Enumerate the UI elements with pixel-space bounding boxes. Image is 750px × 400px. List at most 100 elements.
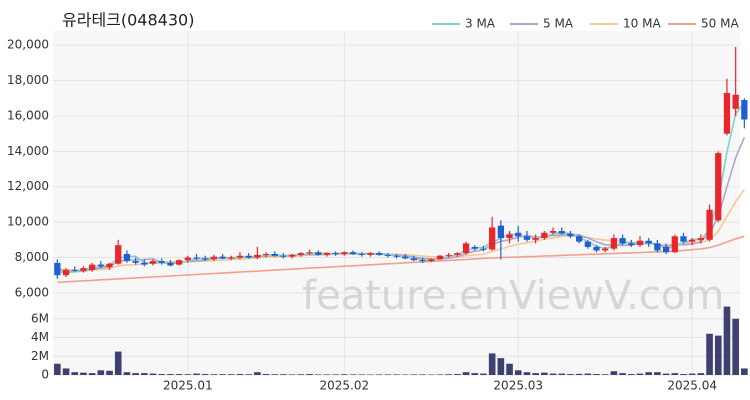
volume-bar (219, 374, 226, 375)
candle-body (341, 252, 348, 254)
volume-bar (471, 373, 479, 375)
candle-body (89, 264, 96, 270)
y-tick-label: 12,000 (7, 179, 49, 193)
legend-label: 10 MA (623, 17, 661, 31)
candle-body (654, 243, 661, 251)
candle-body (506, 234, 513, 239)
candle-body (462, 243, 470, 254)
candle-body (167, 262, 174, 266)
candle-body (532, 238, 539, 240)
volume-bar (619, 373, 626, 375)
candle-body (723, 92, 731, 134)
candle-body (80, 268, 87, 271)
candle-body (671, 236, 678, 253)
candle-body (497, 225, 504, 239)
candle-body (419, 260, 426, 262)
volume-bar (210, 374, 218, 375)
candle-body (245, 255, 252, 258)
ma-line (57, 235, 745, 284)
candle-body (115, 245, 122, 264)
volume-bar (654, 372, 661, 375)
volume-bar (254, 372, 261, 375)
volume-bar (627, 374, 635, 375)
candle-body (384, 254, 391, 256)
volume-bar (167, 374, 174, 375)
candle-body (184, 257, 191, 261)
candle-body (471, 246, 478, 249)
volume-bar (532, 373, 539, 375)
volume-bar (688, 373, 696, 375)
volume-bar (506, 363, 513, 375)
volume-bar (410, 374, 418, 375)
volume-bar (341, 374, 348, 375)
volume-bar (575, 373, 583, 375)
candle-body (715, 153, 722, 221)
volume-bar (393, 374, 400, 375)
candle-body (610, 238, 618, 249)
volume-bar (349, 374, 357, 375)
candle-body (149, 261, 157, 264)
legend-label: 3 MA (465, 17, 496, 31)
volume-bar (697, 373, 705, 375)
y-tick-label: 6,000 (15, 285, 49, 299)
candle-body (680, 236, 687, 242)
volume-bar (106, 370, 113, 375)
volume-bar (445, 374, 452, 375)
volume-bar (488, 353, 496, 375)
volume-bar (54, 363, 61, 375)
volume-bar (114, 351, 122, 375)
candle-body (454, 253, 461, 255)
volume-bar (523, 372, 531, 375)
volume-bar (680, 374, 687, 375)
candle-body (297, 253, 304, 255)
candle-body (628, 243, 635, 246)
candle-body (97, 264, 104, 267)
volume-bar (723, 306, 731, 375)
candle-body (323, 253, 331, 255)
volume-bar (132, 373, 139, 375)
volume-bar (280, 374, 287, 375)
candle-body (402, 256, 409, 259)
y-tick-label: 2M (31, 349, 49, 363)
volume-bar (71, 372, 79, 375)
volume-bar (549, 373, 557, 375)
candle-body (132, 261, 139, 263)
candle-body (436, 255, 444, 260)
candle-body (219, 256, 226, 259)
volume-bar (462, 372, 470, 375)
volume-bar (384, 374, 392, 375)
volume-bar (314, 374, 322, 375)
volume-bar (193, 373, 200, 375)
volume-bar (480, 373, 487, 375)
candle-body (410, 258, 418, 261)
candle-body (567, 233, 574, 237)
y-tick-label: 4M (31, 330, 49, 344)
volume-bar (236, 374, 244, 375)
candle-body (697, 238, 704, 240)
volume-bar (323, 374, 331, 375)
candle-body (593, 246, 600, 251)
candle-body (428, 259, 435, 262)
volume-bar (332, 374, 339, 375)
candle-body (202, 258, 209, 260)
candle-body (367, 253, 374, 255)
volume-bar (741, 368, 748, 375)
candle-body (584, 241, 591, 247)
volume-bar (175, 374, 183, 375)
candle-body (732, 94, 739, 109)
candle-body (358, 253, 365, 255)
candle-body (280, 255, 287, 257)
y-tick-label: 10,000 (7, 215, 49, 229)
candle-body (306, 252, 313, 254)
volume-bar (610, 371, 618, 375)
candle-body (662, 246, 670, 253)
candle-body (262, 253, 270, 255)
volume-bar (601, 374, 609, 375)
legend-label: 50 MA (701, 17, 739, 31)
volume-bar (88, 373, 96, 375)
y-tick-label: 0 (41, 368, 49, 382)
volume-bar (245, 374, 252, 375)
volume-bar (227, 374, 235, 375)
candle-body (193, 257, 200, 259)
